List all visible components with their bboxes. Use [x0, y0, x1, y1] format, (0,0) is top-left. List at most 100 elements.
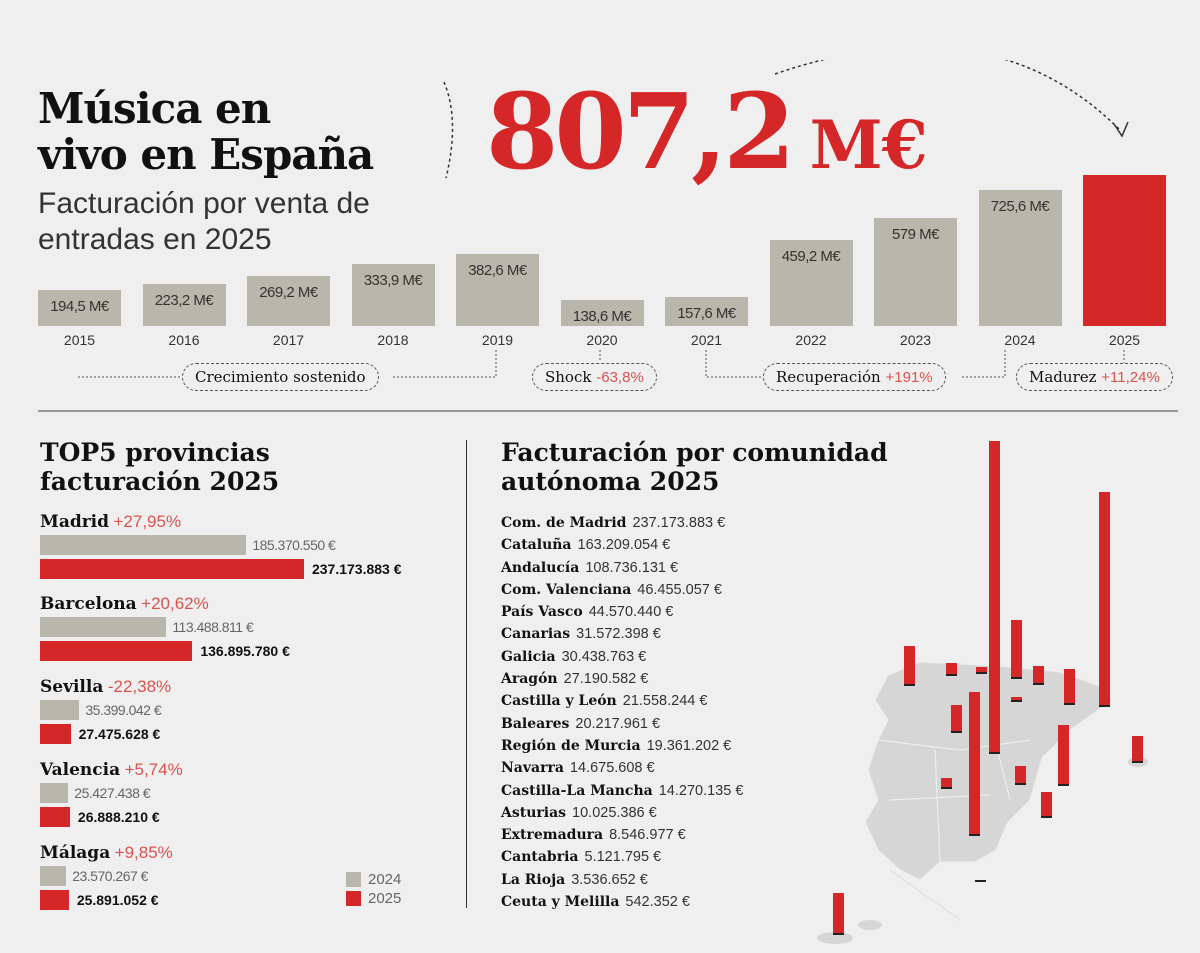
region-value: 14.270.135 €	[658, 782, 744, 799]
province-group: Madrid +27,95% 185.370.550 € 237.173.883 €	[40, 512, 402, 580]
bar-value-label: 194,5 M€	[50, 297, 109, 315]
bar-row: 113.488.811 €	[40, 616, 290, 638]
region-value: 44.570.440 €	[588, 604, 674, 621]
province-group: Málaga +9,85% 23.570.267 € 25.891.052 €	[40, 843, 173, 911]
map-bar	[969, 692, 980, 836]
bar-value: 136.895.780 €	[200, 643, 290, 659]
map-bar	[1064, 669, 1075, 705]
region-value: 237.173.883 €	[632, 515, 726, 531]
province-name: Valencia	[40, 760, 121, 780]
region-value: 21.558.244 €	[622, 693, 708, 710]
region-name: Andalucía	[501, 559, 580, 576]
year-bar: 459,2 M€	[769, 240, 853, 326]
map-bar	[833, 893, 844, 935]
region-value: 3.536.652 €	[571, 871, 648, 888]
year-label: 2015	[63, 332, 96, 348]
phase-name: Recuperación	[776, 368, 881, 386]
region-name: Castilla y León	[501, 693, 617, 710]
title-line-2: vivo en España	[38, 130, 374, 179]
page-title: Música en vivo en España	[38, 84, 374, 179]
ccaa-row: La Rioja 3.536.652 €	[501, 869, 743, 891]
phase-change: +191%	[885, 369, 933, 386]
ccaa-row: Ceuta y Melilla 542.352 €	[501, 891, 743, 913]
province-name: Barcelona	[40, 594, 137, 614]
bar-value-label: 157,6 M€	[677, 304, 736, 322]
phase-label: Shock -63,8%	[532, 363, 657, 391]
map-bar	[1011, 697, 1022, 702]
region-value: 14.675.608 €	[569, 760, 655, 777]
province-change: +27,95%	[113, 512, 182, 531]
legend-swatch	[346, 891, 361, 906]
bar-value-label: 579 M€	[891, 225, 940, 243]
bar-value-label: 269,2 M€	[259, 283, 318, 301]
ccaa-row: País Vasco 44.570.440 €	[501, 601, 743, 623]
region-name: Castilla-La Mancha	[501, 782, 653, 799]
bar-v2025	[40, 890, 69, 910]
map-bar	[1058, 724, 1069, 786]
bar-row: 136.895.780 €	[40, 640, 290, 662]
region-value: 30.438.763 €	[561, 648, 647, 665]
year-label: 2025	[1108, 332, 1141, 348]
map-bar	[989, 440, 1000, 754]
map-bar	[976, 667, 987, 674]
bar-value: 25.427.438 €	[74, 785, 151, 801]
region-value: 163.209.054 €	[577, 537, 671, 554]
ccaa-row: Com. Valenciana 46.455.057 €	[501, 579, 743, 601]
year-label: 2023	[899, 332, 932, 348]
bar-row: 185.370.550 €	[40, 534, 402, 556]
region-name: Cataluña	[501, 537, 572, 554]
year-bar: 138,6 M€	[560, 300, 644, 326]
map-bar	[904, 645, 915, 686]
bar-value-label: 725,6 M€	[990, 198, 1050, 216]
title-line-1: Música en	[38, 84, 271, 133]
bar-value: 23.570.267 €	[72, 868, 148, 884]
ccaa-row: Baleares 20.217.961 €	[501, 713, 743, 735]
province-name: Málaga	[40, 843, 111, 863]
year-bar: 382,6 M€	[456, 254, 539, 326]
bar-row: 23.570.267 €	[40, 865, 173, 887]
subtitle: Facturación por venta de entradas en 202…	[38, 187, 370, 256]
province-group: Barcelona +20,62% 113.488.811 € 136.895.78…	[40, 594, 290, 662]
region-value: 108.736.131 €	[585, 559, 679, 576]
year-label: 2020	[586, 332, 618, 348]
region-name: Aragón	[501, 671, 558, 688]
bar-value: 27.475.628 €	[78, 726, 161, 742]
ccaa-row: Andalucía 108.736.131 €	[501, 557, 743, 579]
bar-v2025	[40, 724, 71, 744]
bar-value: 25.891.052 €	[76, 892, 159, 908]
year-label: 2018	[377, 332, 409, 348]
region-name: País Vasco	[501, 604, 583, 621]
legend-label: 2025	[368, 890, 402, 907]
region-value: 46.455.057 €	[637, 581, 722, 598]
year-bar: 194,5 M€	[38, 289, 121, 326]
bar-v2025	[40, 807, 70, 827]
ccaa-row: Canarias 31.572.398 €	[501, 623, 743, 645]
region-value: 5.121.795 €	[584, 849, 662, 866]
phase-change: +11,24%	[1101, 369, 1160, 386]
province-change: +20,62%	[141, 594, 209, 613]
total-unit: M€	[809, 106, 928, 184]
province-group: Valencia +5,74% 25.427.438 € 26.888.210 €	[40, 760, 183, 828]
ccaa-row: Navarra 14.675.608 €	[501, 757, 743, 779]
year-label: 2016	[168, 332, 200, 348]
legend-2024: 2024	[346, 871, 401, 888]
year-label: 2017	[272, 332, 305, 348]
phase-connectors	[78, 350, 1125, 378]
legend-label: 2024	[368, 871, 402, 888]
province-header: Madrid +27,95%	[40, 512, 402, 532]
ccaa-list: Com. de Madrid 237.173.883 € Cataluña 163.2…	[501, 512, 743, 913]
ccaa-row: Castilla y León 21.558.244 €	[501, 690, 743, 712]
bar-row: 35.399.042 €	[40, 699, 171, 721]
bar-value: 113.488.811 €	[172, 619, 254, 635]
region-value: 8.546.977 €	[609, 827, 686, 844]
year-bar: 269,2 M€	[247, 275, 330, 326]
bar-value: 26.888.210 €	[77, 809, 160, 825]
column-divider	[466, 440, 467, 908]
total-revenue: 807,2 M€	[486, 72, 928, 205]
ccaa-row: Asturias 10.025.386 €	[501, 802, 743, 824]
bar-row: 237.173.883 €	[40, 558, 402, 580]
bar-value-label: 333,9 M€	[363, 271, 423, 289]
region-name: Com. Valenciana	[501, 581, 632, 598]
region-value: 20.217.961 €	[575, 715, 661, 732]
map-bar	[1041, 792, 1052, 818]
